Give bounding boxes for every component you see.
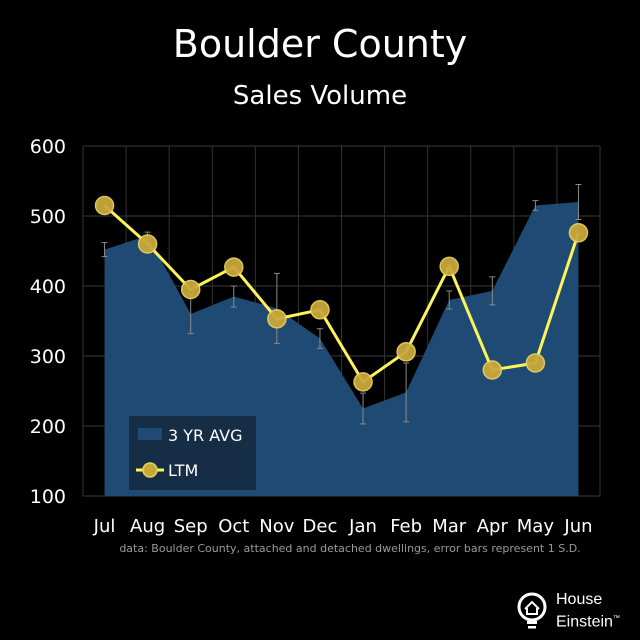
x-tick-label-dec: Dec	[303, 516, 338, 537]
brand-trademark: ™	[612, 615, 620, 622]
ltm-point-apr	[482, 360, 503, 380]
ltm-point-may	[525, 353, 546, 373]
x-tick-label-oct: Oct	[218, 516, 249, 537]
y-tick-label-400: 400	[30, 276, 66, 298]
x-tick-label-mar: Mar	[432, 516, 467, 537]
y-tick-label-600: 600	[30, 136, 66, 158]
x-tick-label-aug: Aug	[130, 516, 165, 537]
ltm-point-aug	[137, 234, 158, 254]
ltm-point-jun	[568, 223, 589, 243]
legend-label-3yr-avg: 3 YR AVG	[168, 426, 243, 445]
chart-subtitle: Sales Volume	[232, 81, 408, 111]
data-source-note: data: Boulder County, attached and detac…	[119, 542, 581, 555]
bulb-house-icon	[517, 592, 547, 629]
ltm-point-nov	[267, 309, 287, 329]
y-tick-label-100: 100	[30, 486, 66, 508]
y-tick-label-300: 300	[30, 346, 66, 368]
ltm-point-feb	[396, 342, 416, 362]
x-tick-label-may: May	[517, 516, 555, 537]
legend-swatch-3yr-avg	[138, 428, 162, 440]
chart-title: Boulder County	[172, 22, 468, 66]
x-tick-label-feb: Feb	[390, 516, 422, 537]
ltm-point-oct	[224, 257, 244, 277]
house-einstein-logo: House Einstein™	[514, 588, 634, 632]
ltm-point-mar	[439, 256, 459, 277]
x-tick-label-jul: Jul	[93, 516, 116, 537]
x-tick-label-nov: Nov	[259, 516, 294, 537]
y-tick-label-200: 200	[30, 416, 66, 438]
x-tick-label-jun: Jun	[563, 516, 592, 537]
x-tick-label-apr: Apr	[477, 516, 509, 537]
legend-swatch-ltm-marker	[142, 462, 158, 478]
x-tick-label-sep: Sep	[174, 516, 208, 537]
brand-line-house: House	[556, 591, 603, 608]
ltm-point-jul	[94, 195, 115, 216]
ltm-point-jan	[353, 372, 373, 392]
ltm-point-dec	[310, 300, 330, 320]
ltm-point-sep	[180, 279, 201, 300]
brand-line-einstein: Einstein	[556, 613, 613, 631]
x-tick-label-jan: Jan	[348, 516, 377, 537]
y-tick-label-500: 500	[30, 206, 66, 228]
legend-label-ltm: LTM	[168, 461, 198, 480]
